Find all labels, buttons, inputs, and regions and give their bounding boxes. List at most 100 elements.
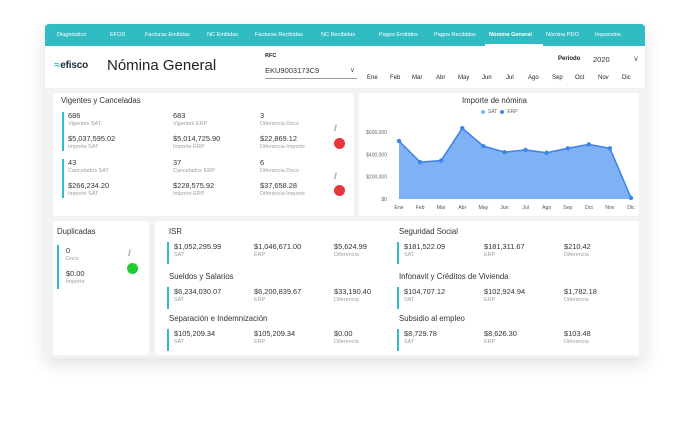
accent-bar [397,329,399,351]
concept-title: ISR [169,227,182,236]
month-button-sep[interactable]: Sep [552,75,563,81]
legend-swatch-erp [500,110,505,114]
concept-erp: $1,046,671.00 ERP [254,242,301,258]
nav-tab-facturas-emitidas[interactable]: Facturas Emitidas [145,32,190,38]
month-button-oct[interactable]: Oct [575,75,585,81]
nav-tab-nc-recibidas[interactable]: NC Recibidas [321,32,356,38]
chevron-down-icon: ∨ [633,54,639,63]
x-tick-label: Sep [563,205,572,211]
x-tick-label: Ene [394,205,403,211]
x-tick-label: Mar [437,205,446,211]
nav-tab-impuestos[interactable]: Impuestos [595,32,621,38]
slash-icon: // [334,123,337,133]
year-value: 2020 [593,55,610,64]
legend-swatch-sat [481,110,485,114]
rfc-dropdown[interactable]: EKU9003173C9 ∨ [265,63,357,79]
y-tick-label: $600,000 [366,130,387,136]
year-dropdown[interactable]: 2020 ∨ [593,52,639,66]
concept-dif: $5,624.99 Diferencia [334,242,367,258]
concept-label: Diferencia [334,339,359,345]
nav-tab-diagnostico[interactable]: Diagnóstico [57,32,87,38]
vigentes-card: Vigentes y Canceladas 686 Vigentes SAT 683… [53,93,354,216]
data-point-sep[interactable] [565,146,570,151]
month-button-abr[interactable]: Abr [436,75,446,81]
data-point-ene[interactable] [396,138,402,144]
nav-tab-nc-emitidas[interactable]: NC Emitidas [207,32,239,38]
concept-value: $1,052,295.99 [174,242,222,251]
top-nav: Diagnóstico EFOS Facturas Emitidas NC Emiti… [45,24,645,46]
vigentes-title: Vigentes y Canceladas [61,96,141,105]
month-button-jul[interactable]: Jul [506,75,514,81]
nav-tab-efos[interactable]: EFOS [110,32,126,38]
concept-erp: $6,200,839.67 ERP [254,287,301,303]
data-point-may[interactable] [481,143,486,149]
metric-value: 686 [68,111,81,120]
metric-value: $37,658.28 [260,181,297,190]
month-button-ago[interactable]: Ago [528,75,539,81]
metric-sat: $5,037,595.02 Importe SAT [68,134,115,150]
metric-label: Diferencia Docs [260,168,299,174]
accent-bar [167,242,169,264]
concept-sat: $1,052,295.99 SAT [174,242,221,258]
data-point-jun[interactable] [502,150,507,155]
concept-value: $6,234,030.07 [174,287,222,296]
month-button-feb[interactable]: Feb [390,75,401,81]
metric-label: Diferencia Importe [260,191,305,197]
concept-title: Subsidio al empleo [399,314,465,323]
accent-bar [167,329,169,351]
concept-value: $105,209.34 [254,329,296,338]
concept-erp: $102,924.94 ERP [484,287,525,303]
concept-label: ERP [254,297,266,303]
data-point-nov[interactable] [607,146,613,151]
concept-sat: $104,707.12 SAT [404,287,445,303]
accent-bar [57,245,59,289]
month-button-ene[interactable]: Ene [367,75,378,81]
concept-label: ERP [484,339,496,345]
data-point-mar[interactable] [438,158,444,163]
data-point-feb[interactable] [417,160,423,165]
month-button-dic[interactable]: Dic [622,75,631,81]
duplicadas-docs-value: 0 [66,246,71,255]
concept-sat: $181,522.09 SAT [404,242,445,258]
nav-tab-pagos-emitidos[interactable]: Pagos Emitidos [379,32,418,38]
concept-value: $104,707.12 [404,287,446,296]
data-point-dic[interactable] [628,195,634,201]
concept-sat: $6,234,030.07 SAT [174,287,221,303]
month-button-nov[interactable]: Nov [598,75,609,81]
status-dot-duplicadas [127,263,138,274]
concept-value: $102,924.94 [484,287,526,296]
data-point-abr[interactable] [460,126,465,131]
metric-label: Diferencia Docs [260,121,299,127]
metric-label: Importe SAT [68,191,99,197]
concept-label: Diferencia [334,252,359,258]
metric-value: 683 [173,111,186,120]
metric-sat: 43 Cancelados SAT [68,158,109,174]
data-point-ago[interactable] [544,150,549,155]
logo-text: efisco [60,60,88,71]
data-point-jul[interactable] [523,147,528,153]
month-button-may[interactable]: May [458,75,470,81]
concept-title: Seguridad Social [399,227,458,236]
page-title: Nómina General [107,57,217,74]
nav-tab-pagos-recibidos[interactable]: Pagos Recibidos [434,32,476,38]
concept-erp: $105,209.34 ERP [254,329,295,345]
x-tick-label: Oct [585,205,594,211]
concept-label: Diferencia [564,339,589,345]
concept-value: $8,626.30 [484,329,517,338]
month-button-mar[interactable]: Mar [412,75,423,81]
concept-value: $181,522.09 [404,242,446,251]
concept-sat: $8,729.78 SAT [404,329,437,345]
nav-tab-facturas-recibidas[interactable]: Facturas Recibidas [255,32,303,38]
nav-tab-nomina-pdo[interactable]: Nómina PDO [546,32,579,38]
duplicadas-docs-label: Docs [66,256,79,262]
rfc-label: RFC [265,53,277,59]
metric-dif: 3 Diferencia Docs [260,111,299,127]
app-window: Diagnóstico EFOS Facturas Emitidas NC Emiti… [45,24,645,358]
x-tick-label: Dic [627,205,635,211]
data-point-oct[interactable] [586,142,592,147]
month-button-jun[interactable]: Jun [482,75,492,81]
metric-label: Vigentes ERP [173,121,208,127]
concept-title: Sueldos y Salarios [169,272,234,281]
concept-dif: $0.00 Diferencia [334,329,359,345]
nav-tab-nomina-general[interactable]: Nómina General [489,32,532,38]
